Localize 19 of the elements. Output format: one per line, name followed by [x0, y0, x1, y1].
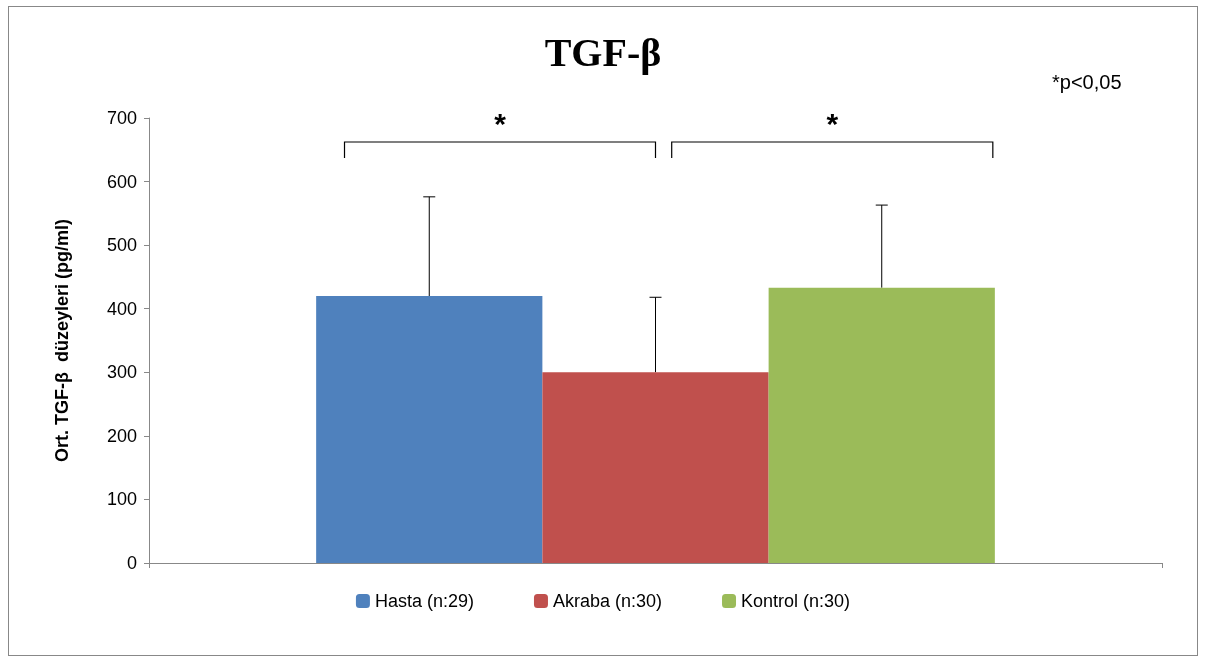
y-tick-label: 600 — [106, 171, 137, 192]
annotation: * — [826, 106, 839, 140]
bar — [316, 296, 543, 563]
y-tick-label: 200 — [106, 425, 137, 446]
y-tick-label: 100 — [106, 489, 137, 510]
y-tick-label: 400 — [106, 298, 137, 319]
chart-title: TGF-β — [544, 29, 662, 75]
legend-label: Akraba (n:30) — [552, 591, 663, 611]
bar — [768, 287, 995, 563]
y-tick-label: 700 — [106, 108, 137, 128]
legend-label: Hasta (n:29) — [374, 591, 474, 611]
y-tick-label: 300 — [106, 362, 137, 383]
y-tick-label: 500 — [106, 235, 137, 256]
text: *p<0,05 — [1052, 71, 1122, 93]
bar — [542, 372, 769, 563]
y-tick-label: 0 — [126, 553, 137, 573]
legend-label: Kontrol (n:30) — [741, 591, 851, 611]
annotation: * — [494, 106, 507, 140]
y-axis-title: Ort. TGF-β düzeyleri (pg/ml) — [52, 219, 72, 462]
